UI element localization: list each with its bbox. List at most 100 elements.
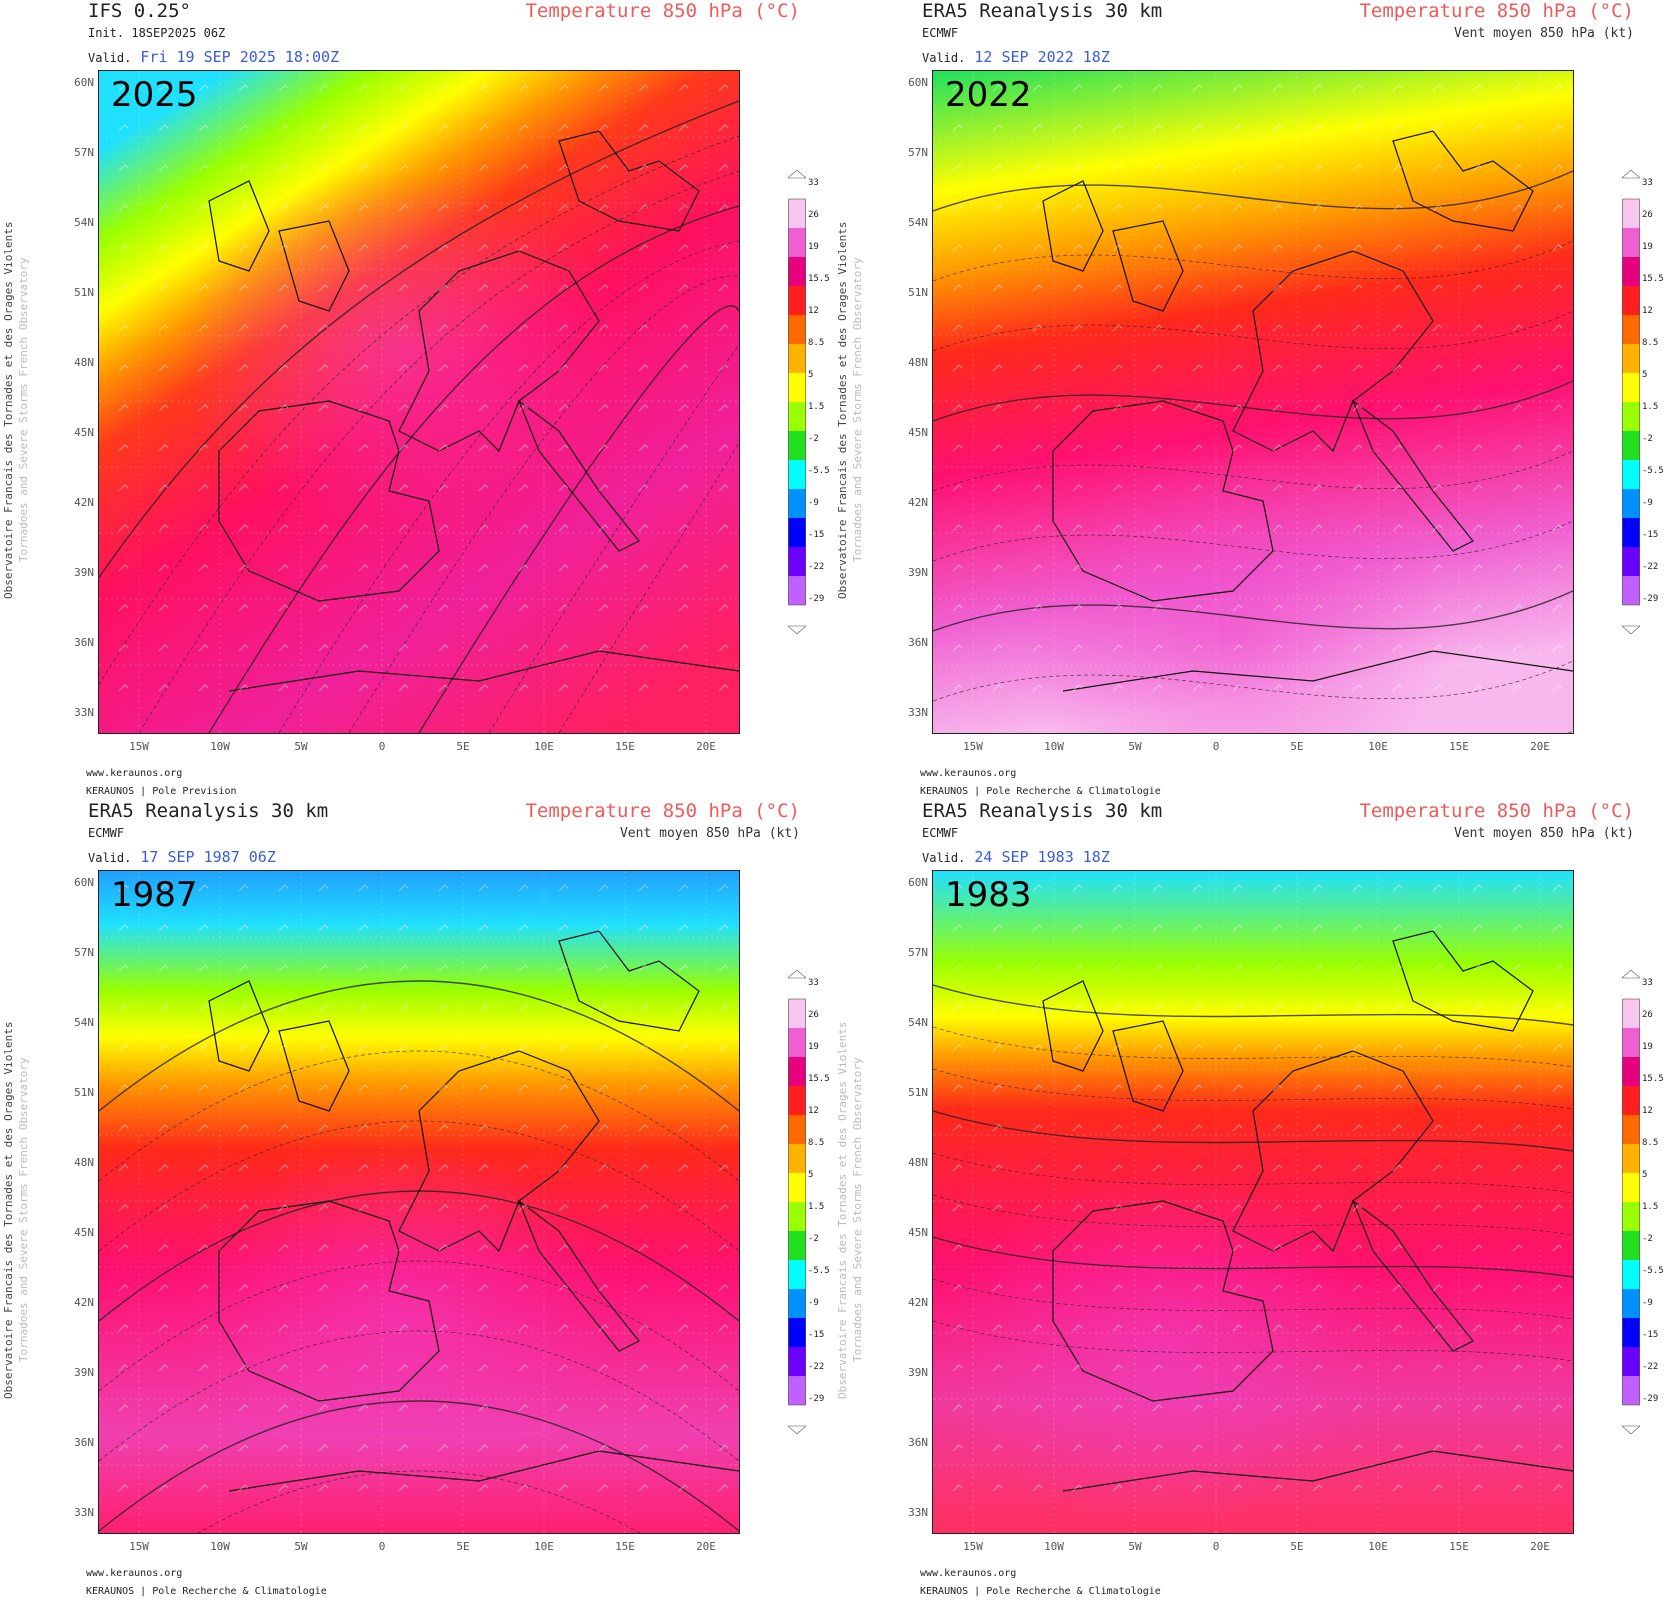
latitude-label: 60N (908, 876, 928, 889)
colorbar-label: 5 (1642, 1170, 1648, 1180)
colorbar-label: -29 (808, 594, 825, 604)
temperature-map: 2022 (932, 70, 1574, 734)
wind-label: Vent moyen 850 hPa (kt) (1453, 826, 1634, 841)
colorbar-label: 12 (1642, 306, 1653, 316)
colorbar-label: -5.5 (1642, 466, 1664, 476)
colorbar-label: 19 (1642, 1042, 1653, 1052)
colorbar-label: 19 (808, 242, 819, 252)
latitude-label: 48N (74, 1156, 94, 1169)
colorbar-label: 5 (808, 1170, 814, 1180)
longitude-label: 5W (294, 740, 308, 753)
temperature-map: 1983 (932, 870, 1574, 1534)
footer-site: www.keraunos.org (920, 1568, 1017, 1579)
latitude-label: 39N (908, 1366, 928, 1379)
valid-label: Valid. (922, 51, 966, 65)
colorbar (1621, 169, 1641, 635)
latitude-label: 57N (908, 146, 928, 159)
valid-time: Valid. 24 SEP 1983 18Z (922, 848, 1110, 866)
colorbar-label: -29 (808, 1394, 825, 1404)
colorbar-label: -9 (1642, 498, 1653, 508)
observatory-label-en: Tornadoes and Severe Storms French Obser… (17, 1057, 30, 1363)
temperature-field (99, 71, 739, 733)
longitude-label: 15E (615, 1540, 635, 1553)
model-title: ERA5 Reanalysis 30 km (88, 800, 329, 822)
footer-org: KERAUNOS | Pole Recherche & Climatologie (86, 1586, 327, 1597)
observatory-label: Observatoire Francais des Tornades et de… (2, 1021, 15, 1399)
field-title: Temperature 850 hPa (°C) (1359, 800, 1634, 822)
longitude-label: 0 (1212, 1540, 1220, 1553)
longitude-label: 15W (129, 740, 149, 753)
colorbar-label: 1.5 (1642, 1202, 1659, 1212)
longitude-label: 15E (1449, 740, 1469, 753)
latitude-label: 60N (908, 76, 928, 89)
colorbar-label: 33 (1642, 978, 1653, 988)
source-label: Init. 18SEP2025 06Z (88, 26, 226, 40)
model-title: ERA5 Reanalysis 30 km (922, 800, 1163, 822)
latitude-label: 33N (74, 1506, 94, 1519)
latitude-label: 36N (74, 1436, 94, 1449)
map-panel: Observatoire Francais des Tornades et de… (834, 0, 1668, 800)
valid-time: Valid. 12 SEP 2022 18Z (922, 48, 1110, 66)
valid-time: Valid. 17 SEP 1987 06Z (88, 848, 276, 866)
source-label: ECMWF (88, 826, 125, 840)
observatory-label: Observatoire Francais des Tornades et de… (836, 221, 849, 599)
latitude-label: 39N (74, 566, 94, 579)
temperature-map: 1987 (98, 870, 740, 1534)
model-title: ERA5 Reanalysis 30 km (922, 0, 1163, 22)
latitude-label: 54N (74, 216, 94, 229)
colorbar-label: 15.5 (1642, 1074, 1664, 1084)
latitude-label: 51N (908, 1086, 928, 1099)
longitude-label: 5E (456, 740, 470, 753)
colorbar-label: 12 (1642, 1106, 1653, 1116)
footer-site: www.keraunos.org (920, 768, 1017, 779)
latitude-label: 39N (74, 1366, 94, 1379)
longitude-label: 0 (378, 1540, 386, 1553)
colorbar-label: 12 (808, 306, 819, 316)
temperature-field (99, 871, 739, 1533)
colorbar-label: 5 (1642, 370, 1648, 380)
colorbar-label: -22 (808, 1362, 825, 1372)
observatory-label: Observatoire Francais des Tornades et de… (2, 221, 15, 599)
observatory-label-en: Tornadoes and Severe Storms French Obser… (851, 1057, 864, 1363)
longitude-label: 10W (1044, 740, 1064, 753)
source-label: ECMWF (922, 26, 959, 40)
valid-label: Valid. (88, 51, 132, 65)
colorbar-label: -9 (808, 498, 819, 508)
latitude-label: 48N (908, 1156, 928, 1169)
latitude-label: 36N (908, 636, 928, 649)
longitude-label: 15E (615, 740, 635, 753)
valid-value: 24 SEP 1983 18Z (974, 848, 1110, 866)
valid-value: 17 SEP 1987 06Z (140, 848, 276, 866)
colorbar-label: 15.5 (808, 274, 830, 284)
colorbar-label: -29 (1642, 594, 1659, 604)
colorbar-label: -2 (1642, 1234, 1653, 1244)
latitude-label: 54N (908, 216, 928, 229)
latitude-label: 45N (74, 1226, 94, 1239)
latitude-label: 60N (74, 76, 94, 89)
colorbar-label: -22 (1642, 562, 1659, 572)
longitude-label: 20E (696, 740, 716, 753)
footer-site: www.keraunos.org (86, 768, 183, 779)
latitude-label: 42N (908, 1296, 928, 1309)
latitude-label: 57N (74, 946, 94, 959)
colorbar-label: -29 (1642, 1394, 1659, 1404)
latitude-label: 42N (74, 1296, 94, 1309)
latitude-label: 54N (74, 1016, 94, 1029)
colorbar-label: 33 (1642, 178, 1653, 188)
field-title: Temperature 850 hPa (°C) (525, 800, 800, 822)
longitude-label: 0 (378, 740, 386, 753)
longitude-label: 5W (294, 1540, 308, 1553)
colorbar-label: 8.5 (808, 338, 825, 348)
source-label: ECMWF (922, 826, 959, 840)
wind-label: Vent moyen 850 hPa (kt) (619, 826, 800, 841)
colorbar-label: 19 (1642, 242, 1653, 252)
longitude-label: 20E (696, 1540, 716, 1553)
longitude-label: 10E (534, 740, 554, 753)
footer-site: www.keraunos.org (86, 1568, 183, 1579)
colorbar (787, 969, 807, 1435)
colorbar-label: -5.5 (808, 466, 830, 476)
longitude-label: 10W (1044, 1540, 1064, 1553)
longitude-label: 10W (210, 1540, 230, 1553)
colorbar-label: -2 (808, 434, 819, 444)
latitude-label: 42N (74, 496, 94, 509)
